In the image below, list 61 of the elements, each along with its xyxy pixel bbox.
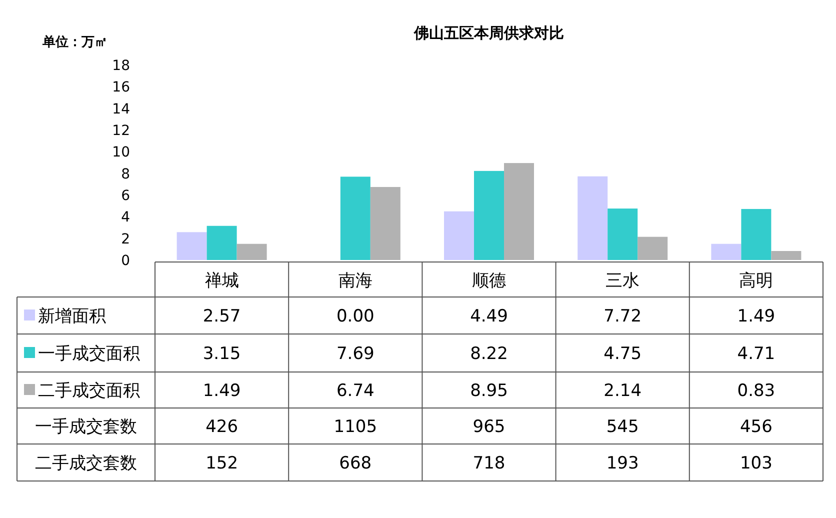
bar <box>741 208 772 260</box>
bar <box>206 226 237 260</box>
x-tick-label: 三水 <box>606 271 640 291</box>
y-tick-label: 16 <box>112 80 130 96</box>
data-label: 8.95 <box>470 381 508 401</box>
text: 193 <box>606 454 639 474</box>
y-axis-title: 单位：万㎡ <box>42 34 108 50</box>
legend-label: 二手成交面积 <box>38 381 140 401</box>
y-tick-label: 14 <box>112 101 130 118</box>
y-tick-label: 12 <box>112 123 130 139</box>
data-label: 6.74 <box>336 381 374 401</box>
bar <box>771 251 802 260</box>
bar <box>176 232 207 260</box>
data-label: 7.72 <box>604 306 642 326</box>
bar <box>578 176 608 260</box>
bar <box>444 211 474 260</box>
data-label: 1.49 <box>202 381 241 401</box>
x-tick-label: 禅城 <box>204 271 239 291</box>
data-label: 3.15 <box>202 344 241 364</box>
text: 456 <box>740 417 772 437</box>
data-label: 4.71 <box>737 344 776 364</box>
text: 二手成交套数 <box>35 454 137 474</box>
bar <box>236 244 267 260</box>
text: 103 <box>740 454 772 474</box>
legend-label: 新增面积 <box>38 306 106 326</box>
text: 965 <box>472 417 506 437</box>
data-label: 2.14 <box>604 381 642 401</box>
bar <box>608 208 638 260</box>
y-tick-label: 2 <box>121 231 130 248</box>
data-label: 4.75 <box>604 344 642 364</box>
bar <box>340 176 370 260</box>
y-tick-label: 6 <box>121 188 130 204</box>
data-label: 0.83 <box>737 381 776 401</box>
text: 一手成交套数 <box>35 417 137 437</box>
bar <box>474 170 504 260</box>
bar <box>711 244 742 260</box>
data-label: 0.00 <box>336 306 374 326</box>
data-label: 2.57 <box>202 306 241 326</box>
x-tick-label: 南海 <box>338 271 372 291</box>
text: 718 <box>472 454 506 474</box>
y-tick-label: 8 <box>121 166 130 182</box>
y-tick-label: 10 <box>112 144 130 161</box>
bar <box>638 236 668 260</box>
legend-label: 一手成交面积 <box>38 344 140 364</box>
x-tick-label: 顺德 <box>472 271 506 291</box>
y-tick-label: 4 <box>121 210 130 226</box>
data-label: 7.69 <box>336 344 374 364</box>
text: 545 <box>606 417 639 437</box>
text: 1105 <box>334 417 378 437</box>
data-label: 8.22 <box>470 344 508 364</box>
x-tick-label: 高明 <box>739 271 774 291</box>
text: 668 <box>339 454 372 474</box>
text: 152 <box>206 454 238 474</box>
chart-title: 佛山五区本周供求对比 <box>413 24 564 42</box>
y-tick-label: 0 <box>121 253 130 269</box>
data-label: 1.49 <box>737 306 776 326</box>
text: 426 <box>206 417 238 437</box>
data-label: 4.49 <box>470 306 508 326</box>
bar <box>504 163 534 260</box>
bar <box>370 186 400 260</box>
y-tick-label: 18 <box>112 58 130 74</box>
